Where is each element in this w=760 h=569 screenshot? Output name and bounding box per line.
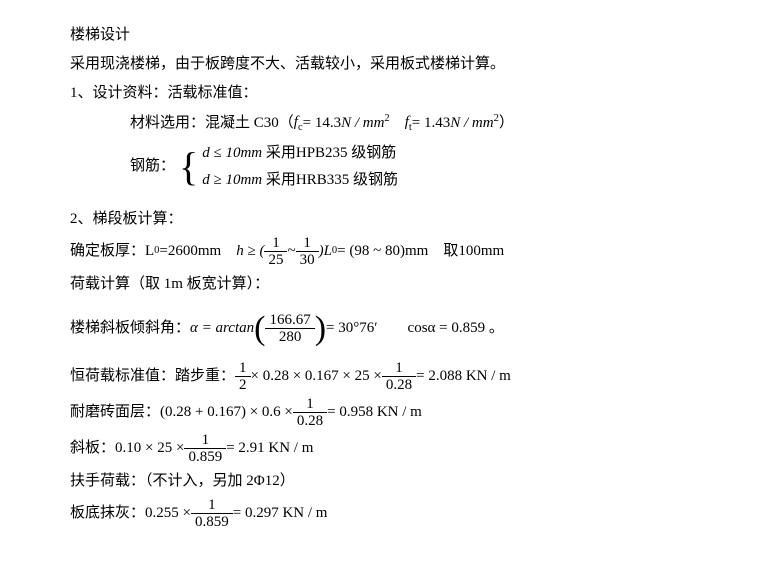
load-calc-label: 荷载计算（取 1m 板宽计算）： [40, 271, 720, 298]
deadload-result: = 2.088 KN / m [416, 363, 511, 390]
frac-1-0859b: 1 0.859 [191, 497, 233, 531]
fc-value: = 14.3 [303, 110, 341, 137]
page-title: 楼梯设计 [40, 22, 720, 49]
slab-line: 斜板： 0.10 × 25 × 1 0.859 = 2.91 KN / m [40, 432, 720, 466]
angle-prefix: 楼梯斜板倾斜角： [70, 315, 190, 342]
slab-prefix: 斜板： [70, 435, 115, 462]
plaster-prefix: 板底抹灰： [70, 500, 145, 527]
rebar-line-1: d ≤ 10mm 采用HPB235 级钢筋 [202, 140, 398, 167]
tile-paren: (0.28 + 0.167) × 0.6 × [160, 399, 293, 426]
frac-1-028a: 1 0.28 [382, 360, 416, 394]
spacer2 [378, 315, 408, 342]
thickness-line: 确定板厚：L0 =2600mm h ≥ ( 1 25 ~ 1 30 )L0 = … [40, 235, 720, 269]
slab-lead: 0.10 × 25 × [115, 435, 184, 462]
frac-1-30: 1 30 [296, 235, 319, 269]
rebar-label: 钢筋： [130, 153, 175, 180]
ft-unit: N / mm2 [450, 110, 499, 137]
fc-symbol: fc [294, 109, 303, 138]
tilde: ~ [287, 238, 295, 265]
thickness-result: = (98 ~ 80)mm 取100mm [337, 238, 504, 265]
rebar-line-2: d ≥ 10mm 采用HRB335 级钢筋 [202, 167, 398, 194]
alpha-expr: α = arctan [190, 315, 254, 342]
frac-half: 1 2 [235, 360, 251, 394]
plaster-line: 板底抹灰： 0.255 × 1 0.859 = 0.297 KN / m [40, 497, 720, 531]
thickness-prefix: 确定板厚：L [70, 238, 154, 265]
deadload-mid: × 0.28 × 0.167 × 25 × [251, 363, 382, 390]
frac-1-028b: 1 0.28 [293, 396, 327, 430]
cos-alpha: cosα = 0.859 。 [408, 315, 504, 342]
spacer [390, 110, 405, 137]
deadload-prefix: 恒荷载标准值：踏步重： [70, 363, 235, 390]
ft-value: = 1.43 [412, 110, 450, 137]
plaster-result: = 0.297 KN / m [233, 500, 328, 527]
arctan-paren: ( 166.67 280 ) [254, 312, 326, 346]
thickness-eq: =2600mm [159, 238, 236, 265]
material-line: 材料选用：混凝土 C30（ fc = 14.3 N / mm2 ft = 1.4… [40, 109, 720, 138]
intro-text: 采用现浇楼梯，由于板跨度不大、活载较小，采用板式楼梯计算。 [40, 51, 720, 78]
thickness-close: )L [319, 238, 332, 265]
angle-result: = 30°76′ [326, 315, 378, 342]
tile-line: 耐磨砖面层： (0.28 + 0.167) × 0.6 × 1 0.28 = 0… [40, 396, 720, 430]
fc-unit: N / mm2 [341, 110, 390, 137]
left-brace: { [179, 147, 198, 187]
ft-symbol: ft [405, 109, 412, 138]
sec1-heading: 1、设计资料：活载标准值： [40, 80, 720, 107]
frac-1-25: 1 25 [264, 235, 287, 269]
deadload-line: 恒荷载标准值：踏步重： 1 2 × 0.28 × 0.167 × 25 × 1 … [40, 360, 720, 394]
handrail-line: 扶手荷载：（不计入，另加 2Φ12） [40, 468, 720, 495]
angle-line: 楼梯斜板倾斜角： α = arctan ( 166.67 280 ) = 30°… [40, 312, 720, 346]
plaster-lead: 0.255 × [145, 500, 191, 527]
tile-result: = 0.958 KN / m [327, 399, 422, 426]
sec2-heading: 2、梯段板计算： [40, 206, 720, 233]
rebar-block: 钢筋： { d ≤ 10mm 采用HPB235 级钢筋 d ≥ 10mm 采用H… [40, 140, 720, 194]
material-close: ） [499, 110, 514, 137]
h-expr: h ≥ ( [236, 238, 264, 265]
material-label: 材料选用：混凝土 C30（ [130, 110, 294, 137]
slab-result: = 2.91 KN / m [226, 435, 313, 462]
tile-prefix: 耐磨砖面层： [70, 399, 160, 426]
frac-1-0859a: 1 0.859 [184, 432, 226, 466]
